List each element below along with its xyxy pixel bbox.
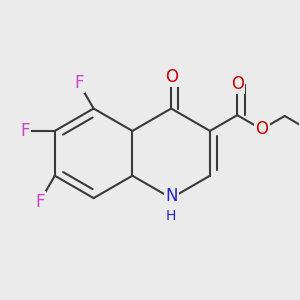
Text: O: O <box>255 120 268 138</box>
Text: F: F <box>20 122 30 140</box>
Text: O: O <box>231 75 244 93</box>
Text: O: O <box>165 68 178 86</box>
Text: F: F <box>74 74 83 92</box>
Text: N: N <box>165 188 177 206</box>
Text: F: F <box>35 193 45 211</box>
Text: H: H <box>166 209 176 224</box>
